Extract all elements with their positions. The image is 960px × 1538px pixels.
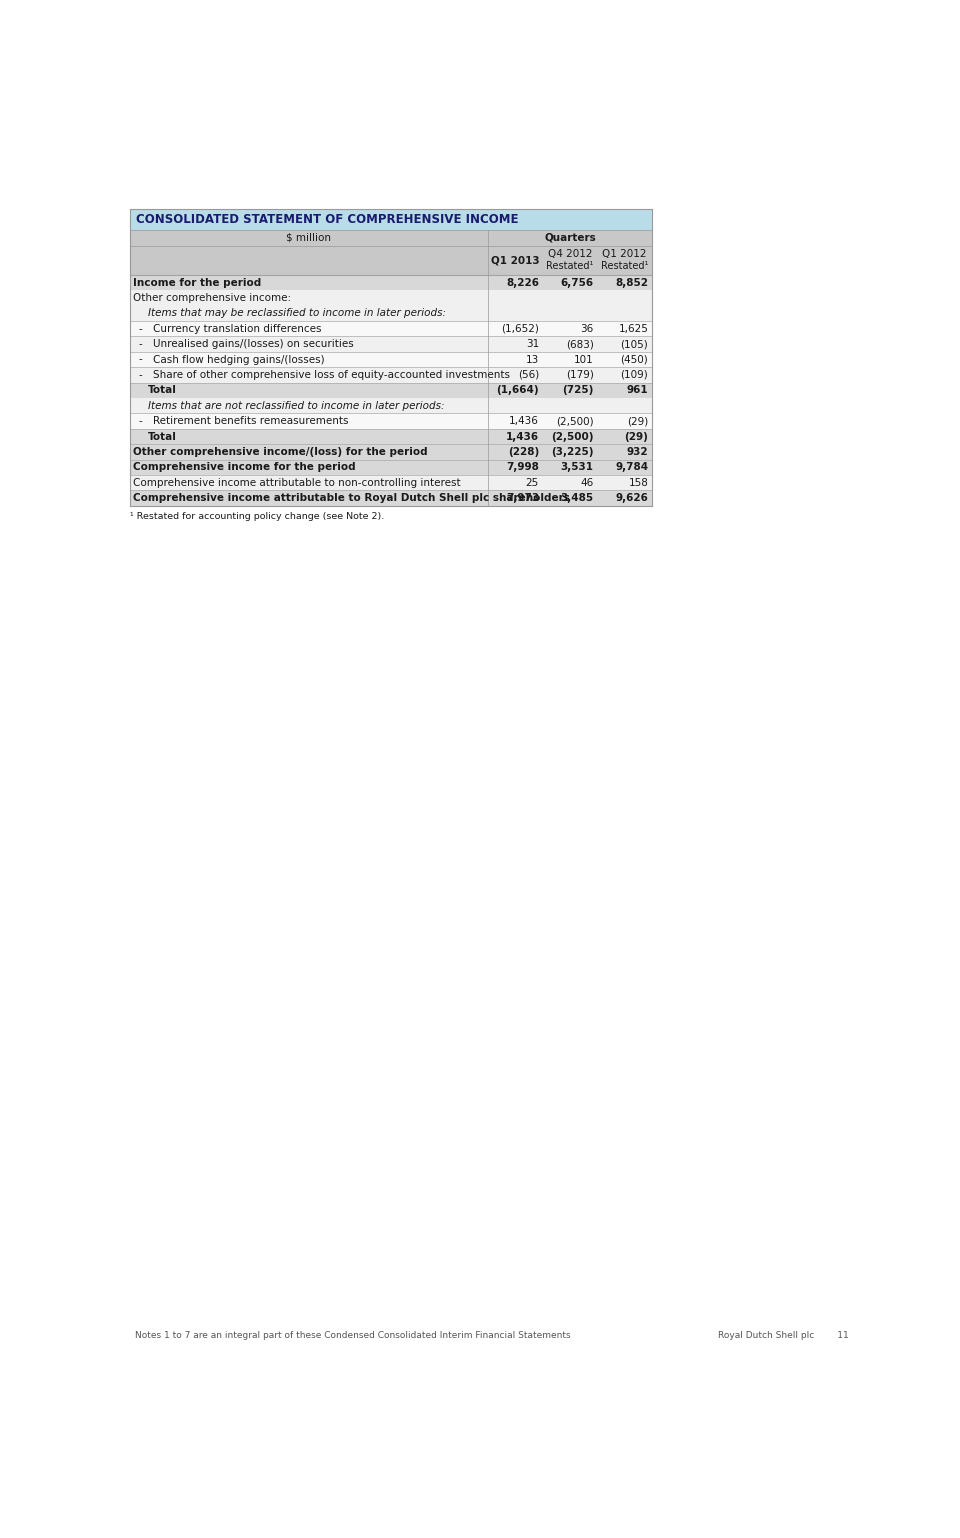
Text: (1,664): (1,664) [496,386,539,395]
Bar [130,398,652,414]
Text: 1,436: 1,436 [506,432,539,441]
Text: -: - [138,355,142,365]
Bar [130,383,652,398]
Text: (725): (725) [563,386,593,395]
Text: Total: Total [148,386,178,395]
Text: Other comprehensive income/(loss) for the period: Other comprehensive income/(loss) for th… [133,448,428,457]
Text: 7,998: 7,998 [506,463,539,472]
Text: Restated¹: Restated¹ [546,260,593,271]
Text: Q1 2013: Q1 2013 [491,255,540,265]
Text: (29): (29) [627,417,648,426]
Bar [130,368,652,383]
Text: Retirement benefits remeasurements: Retirement benefits remeasurements [154,417,349,426]
Bar [130,291,652,306]
Bar [130,352,652,368]
Text: (179): (179) [565,371,593,380]
Text: Items that may be reclassified to income in later periods:: Items that may be reclassified to income… [148,309,446,318]
Text: 3,485: 3,485 [561,494,593,503]
Text: Income for the period: Income for the period [133,277,262,288]
Text: -: - [138,325,142,334]
Text: (2,500): (2,500) [551,432,593,441]
Text: Other comprehensive income:: Other comprehensive income: [133,292,292,303]
Text: 8,226: 8,226 [506,277,539,288]
Text: 6,756: 6,756 [561,277,593,288]
Text: Royal Dutch Shell plc        11: Royal Dutch Shell plc 11 [718,1332,849,1340]
Text: 3,531: 3,531 [561,463,593,472]
Text: 101: 101 [574,355,593,365]
Bar [130,306,652,321]
Text: Comprehensive income for the period: Comprehensive income for the period [133,463,356,472]
Bar [130,275,652,291]
Text: (105): (105) [620,340,648,349]
Bar [130,231,652,246]
Text: 1,625: 1,625 [618,325,648,334]
Text: Notes 1 to 7 are an integral part of these Condensed Consolidated Interim Financ: Notes 1 to 7 are an integral part of the… [134,1332,570,1340]
Bar [130,460,652,475]
Text: 8,852: 8,852 [615,277,648,288]
Text: 158: 158 [629,478,648,488]
Text: Items that are not reclassified to income in later periods:: Items that are not reclassified to incom… [148,401,444,411]
Text: Currency translation differences: Currency translation differences [154,325,322,334]
Text: 46: 46 [581,478,593,488]
Text: Cash flow hedging gains/(losses): Cash flow hedging gains/(losses) [154,355,325,365]
Text: (1,652): (1,652) [501,325,539,334]
Bar [130,209,652,231]
Bar [130,444,652,460]
Text: 25: 25 [526,478,539,488]
Text: (109): (109) [620,371,648,380]
Text: 1,436: 1,436 [509,417,539,426]
Text: -: - [138,371,142,380]
Bar [130,491,652,506]
Text: Comprehensive income attributable to Royal Dutch Shell plc shareholders: Comprehensive income attributable to Roy… [133,494,570,503]
Bar [130,321,652,337]
Bar [130,337,652,352]
Text: (29): (29) [624,432,648,441]
Text: (56): (56) [517,371,539,380]
Text: (2,500): (2,500) [556,417,593,426]
Text: Total: Total [148,432,178,441]
Text: Q1 2012: Q1 2012 [602,249,647,260]
Text: CONSOLIDATED STATEMENT OF COMPREHENSIVE INCOME: CONSOLIDATED STATEMENT OF COMPREHENSIVE … [135,214,518,226]
Text: -: - [138,417,142,426]
Text: (228): (228) [508,448,539,457]
Text: Unrealised gains/(losses) on securities: Unrealised gains/(losses) on securities [154,340,354,349]
Text: 7,973: 7,973 [506,494,539,503]
Text: Q4 2012: Q4 2012 [548,249,592,260]
Bar [130,246,652,275]
Text: 36: 36 [581,325,593,334]
Text: 31: 31 [526,340,539,349]
Bar [130,429,652,444]
Text: 9,784: 9,784 [615,463,648,472]
Text: (450): (450) [620,355,648,365]
Text: Restated¹: Restated¹ [601,260,648,271]
Text: 961: 961 [627,386,648,395]
Text: Quarters: Quarters [544,232,596,243]
Text: $ million: $ million [286,232,331,243]
Text: 9,626: 9,626 [615,494,648,503]
Text: -: - [138,340,142,349]
Text: 13: 13 [526,355,539,365]
Text: ¹ Restated for accounting policy change (see Note 2).: ¹ Restated for accounting policy change … [130,512,384,521]
Text: 932: 932 [627,448,648,457]
Text: Comprehensive income attributable to non-controlling interest: Comprehensive income attributable to non… [133,478,461,488]
Text: (3,225): (3,225) [551,448,593,457]
Text: (683): (683) [565,340,593,349]
Bar [130,414,652,429]
Text: Share of other comprehensive loss of equity-accounted investments: Share of other comprehensive loss of equ… [154,371,511,380]
Bar [130,475,652,491]
